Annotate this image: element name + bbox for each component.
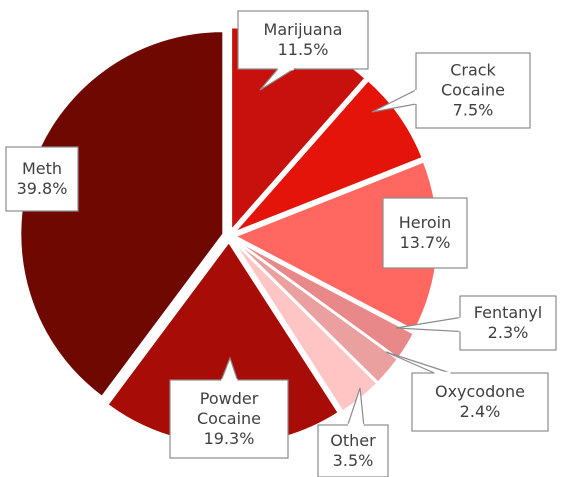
data-label-box [317, 424, 389, 477]
data-label-heroin: Heroin 13.7% [382, 197, 468, 269]
data-label-other: Other 3.5% [317, 387, 389, 477]
data-label-category: Cocaine [197, 409, 261, 428]
data-label-fentanyl: Fentanyl 2.3% [395, 295, 557, 351]
data-label-category: Meth [22, 159, 62, 178]
data-label-value: 13.7% [400, 233, 451, 252]
data-label-value: 2.4% [460, 402, 501, 421]
data-label-category: Fentanyl [474, 303, 542, 322]
data-label-category: Crack [450, 61, 496, 80]
data-label-category: Oxycodone [435, 382, 525, 401]
data-label-category: Powder [200, 389, 259, 408]
data-label-box [459, 295, 557, 351]
data-label-text: Crack Cocaine 7.5% [441, 61, 505, 120]
pie-slice-oxycodone [232, 238, 399, 384]
data-label-value: 19.3% [204, 429, 255, 448]
data-label-value: 11.5% [278, 40, 329, 59]
data-label-value: 3.5% [333, 451, 374, 470]
data-label-box [237, 10, 369, 70]
data-label-category: Other [330, 431, 376, 450]
data-label-crack-cocaine: Crack Cocaine 7.5% [371, 52, 531, 129]
data-label-marijuana: Marijuana 11.5% [237, 10, 369, 91]
data-label-category: Cocaine [441, 81, 505, 100]
data-label-text: Marijuana 11.5% [264, 20, 343, 59]
data-label-text: Other 3.5% [330, 431, 376, 470]
data-label-callouts: Marijuana 11.5%Crack Cocaine 7.5%Heroin 13.7… [5, 10, 557, 477]
data-label-category: Marijuana [264, 20, 343, 39]
data-label-value: 2.3% [488, 323, 529, 342]
data-label-category: Heroin [399, 213, 451, 232]
data-label-value: 7.5% [453, 101, 494, 120]
data-label-box [169, 379, 289, 459]
data-label-powder-cocaine: Powder Cocaine 19.3% [169, 356, 289, 459]
data-label-text: Meth 39.8% [17, 159, 68, 198]
data-label-value: 39.8% [17, 179, 68, 198]
data-label-text: Powder Cocaine 19.3% [197, 389, 261, 448]
data-label-box [411, 372, 549, 432]
data-label-box [415, 52, 531, 129]
data-label-text: Heroin 13.7% [399, 213, 451, 252]
data-label-box [382, 197, 468, 269]
data-label-oxycodone: Oxycodone 2.4% [385, 351, 549, 432]
data-label-meth: Meth 39.8% [5, 146, 79, 212]
data-label-box [5, 146, 79, 212]
data-label-text: Oxycodone 2.4% [435, 382, 525, 421]
data-label-text: Fentanyl 2.3% [474, 303, 542, 342]
pie-slice-crack-cocaine [232, 79, 424, 234]
